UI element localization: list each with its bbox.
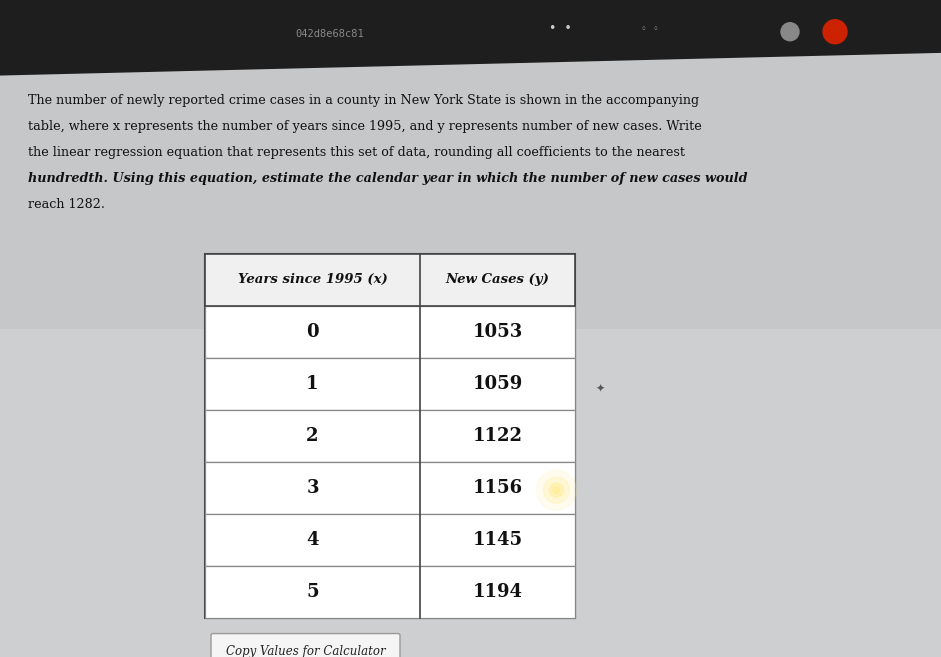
Text: 1053: 1053 bbox=[472, 323, 522, 340]
Circle shape bbox=[550, 483, 564, 497]
Bar bbox=[205, 357, 575, 409]
Bar bbox=[205, 254, 575, 306]
Bar bbox=[0, 328, 941, 657]
Circle shape bbox=[781, 23, 799, 41]
Text: New Cases (y): New Cases (y) bbox=[445, 273, 550, 286]
Text: reach 1282.: reach 1282. bbox=[28, 198, 105, 210]
Circle shape bbox=[823, 20, 847, 44]
Text: ✦: ✦ bbox=[596, 384, 605, 394]
Text: 1156: 1156 bbox=[472, 478, 522, 497]
Text: 3: 3 bbox=[306, 478, 319, 497]
Text: table, where x represents the number of years since 1995, and y represents numbe: table, where x represents the number of … bbox=[28, 120, 702, 133]
Text: 1059: 1059 bbox=[472, 374, 522, 392]
Circle shape bbox=[543, 477, 569, 503]
Text: the linear regression equation that represents this set of data, rounding all co: the linear regression equation that repr… bbox=[28, 146, 685, 158]
Text: 1145: 1145 bbox=[472, 531, 522, 549]
Text: 042d8e68c81: 042d8e68c81 bbox=[295, 29, 364, 39]
Polygon shape bbox=[0, 0, 941, 76]
Bar bbox=[205, 306, 575, 357]
Text: ◦  ◦: ◦ ◦ bbox=[641, 24, 659, 34]
Text: 5: 5 bbox=[306, 583, 319, 600]
Bar bbox=[205, 514, 575, 566]
Text: hundredth. Using this equation, estimate the calendar year in which the number o: hundredth. Using this equation, estimate… bbox=[28, 171, 747, 185]
Bar bbox=[205, 254, 575, 618]
Text: 1: 1 bbox=[306, 374, 319, 392]
Circle shape bbox=[553, 487, 559, 493]
Text: 1122: 1122 bbox=[472, 426, 522, 445]
Text: The number of newly reported crime cases in a county in New York State is shown : The number of newly reported crime cases… bbox=[28, 93, 699, 106]
Text: Copy Values for Calculator: Copy Values for Calculator bbox=[226, 645, 385, 657]
Bar bbox=[205, 462, 575, 514]
Text: 0: 0 bbox=[306, 323, 319, 340]
Text: 4: 4 bbox=[306, 531, 319, 549]
FancyBboxPatch shape bbox=[211, 633, 400, 657]
Circle shape bbox=[536, 470, 577, 510]
Text: •  •: • • bbox=[549, 22, 571, 35]
Text: 1194: 1194 bbox=[472, 583, 522, 600]
Bar bbox=[205, 566, 575, 618]
Bar bbox=[205, 409, 575, 462]
Text: 2: 2 bbox=[306, 426, 319, 445]
Text: Years since 1995 (x): Years since 1995 (x) bbox=[238, 273, 388, 286]
